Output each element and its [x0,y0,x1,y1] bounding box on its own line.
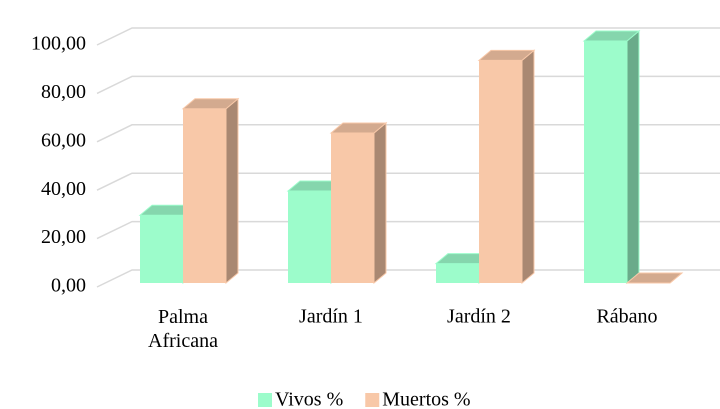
bar [181,97,240,285]
bar-top [625,272,684,284]
x-tick-label: Jardín 1 [299,306,363,328]
bar [625,272,684,284]
legend-label: Vivos % [275,389,343,409]
bar-side [225,97,239,285]
bar-front [331,132,374,283]
y-tick-label: 20,00 [41,226,86,248]
bar-front [584,41,627,283]
legend-swatch [365,393,380,407]
bar-side [373,121,387,285]
y-tick-label: 100,00 [31,33,86,55]
x-tick-label: Jardín 2 [447,306,511,328]
bar-front [183,108,226,283]
bar-front [288,191,331,283]
bar-side [626,29,640,285]
y-tick-label: 0,00 [51,275,86,297]
x-tick-label: Palma Africana [148,306,218,352]
y-tick-label: 60,00 [41,129,86,151]
bar-front [436,263,479,283]
bar-front [479,60,522,283]
y-tick-label: 80,00 [41,81,86,103]
legend-swatch [258,393,272,407]
bar [582,29,641,285]
bar [329,121,388,285]
x-tick-label: Rábano [596,306,657,328]
legend-label: Muertos % [382,389,470,409]
y-tick-label: 40,00 [41,178,86,200]
bar-front [140,215,183,283]
bar-side [521,49,535,285]
bar [477,49,536,285]
grid-line [96,27,720,46]
